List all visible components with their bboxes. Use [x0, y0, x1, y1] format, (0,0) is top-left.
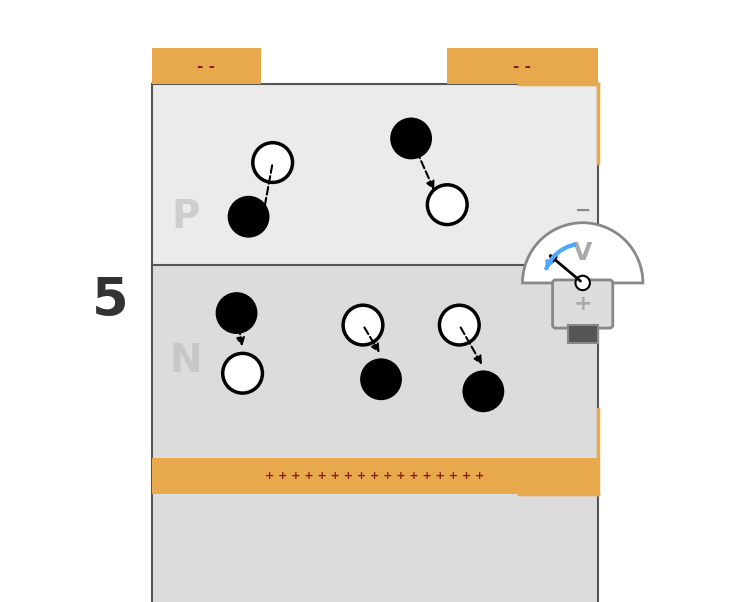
FancyBboxPatch shape	[568, 325, 598, 343]
Circle shape	[362, 359, 401, 399]
Circle shape	[229, 197, 268, 237]
Text: +: +	[574, 294, 592, 314]
Text: P: P	[171, 197, 200, 236]
Text: −: −	[574, 201, 591, 220]
Circle shape	[217, 293, 256, 333]
Text: - -: - -	[514, 59, 532, 73]
Circle shape	[575, 276, 590, 290]
FancyBboxPatch shape	[152, 458, 598, 494]
FancyBboxPatch shape	[447, 48, 598, 84]
FancyBboxPatch shape	[152, 265, 598, 602]
Circle shape	[464, 371, 503, 411]
Text: V: V	[573, 241, 592, 265]
Text: 5: 5	[92, 275, 128, 327]
Text: + + + + + + + + + + + + + + + + +: + + + + + + + + + + + + + + + + +	[266, 471, 484, 480]
Circle shape	[440, 305, 479, 345]
Wedge shape	[523, 223, 643, 283]
FancyBboxPatch shape	[553, 280, 613, 328]
Circle shape	[253, 143, 292, 182]
Circle shape	[427, 185, 467, 225]
FancyBboxPatch shape	[152, 48, 260, 84]
Circle shape	[392, 119, 431, 158]
Circle shape	[223, 353, 262, 393]
Text: - -: - -	[197, 59, 215, 73]
Text: N: N	[169, 342, 202, 380]
FancyBboxPatch shape	[152, 84, 598, 349]
Circle shape	[343, 305, 382, 345]
